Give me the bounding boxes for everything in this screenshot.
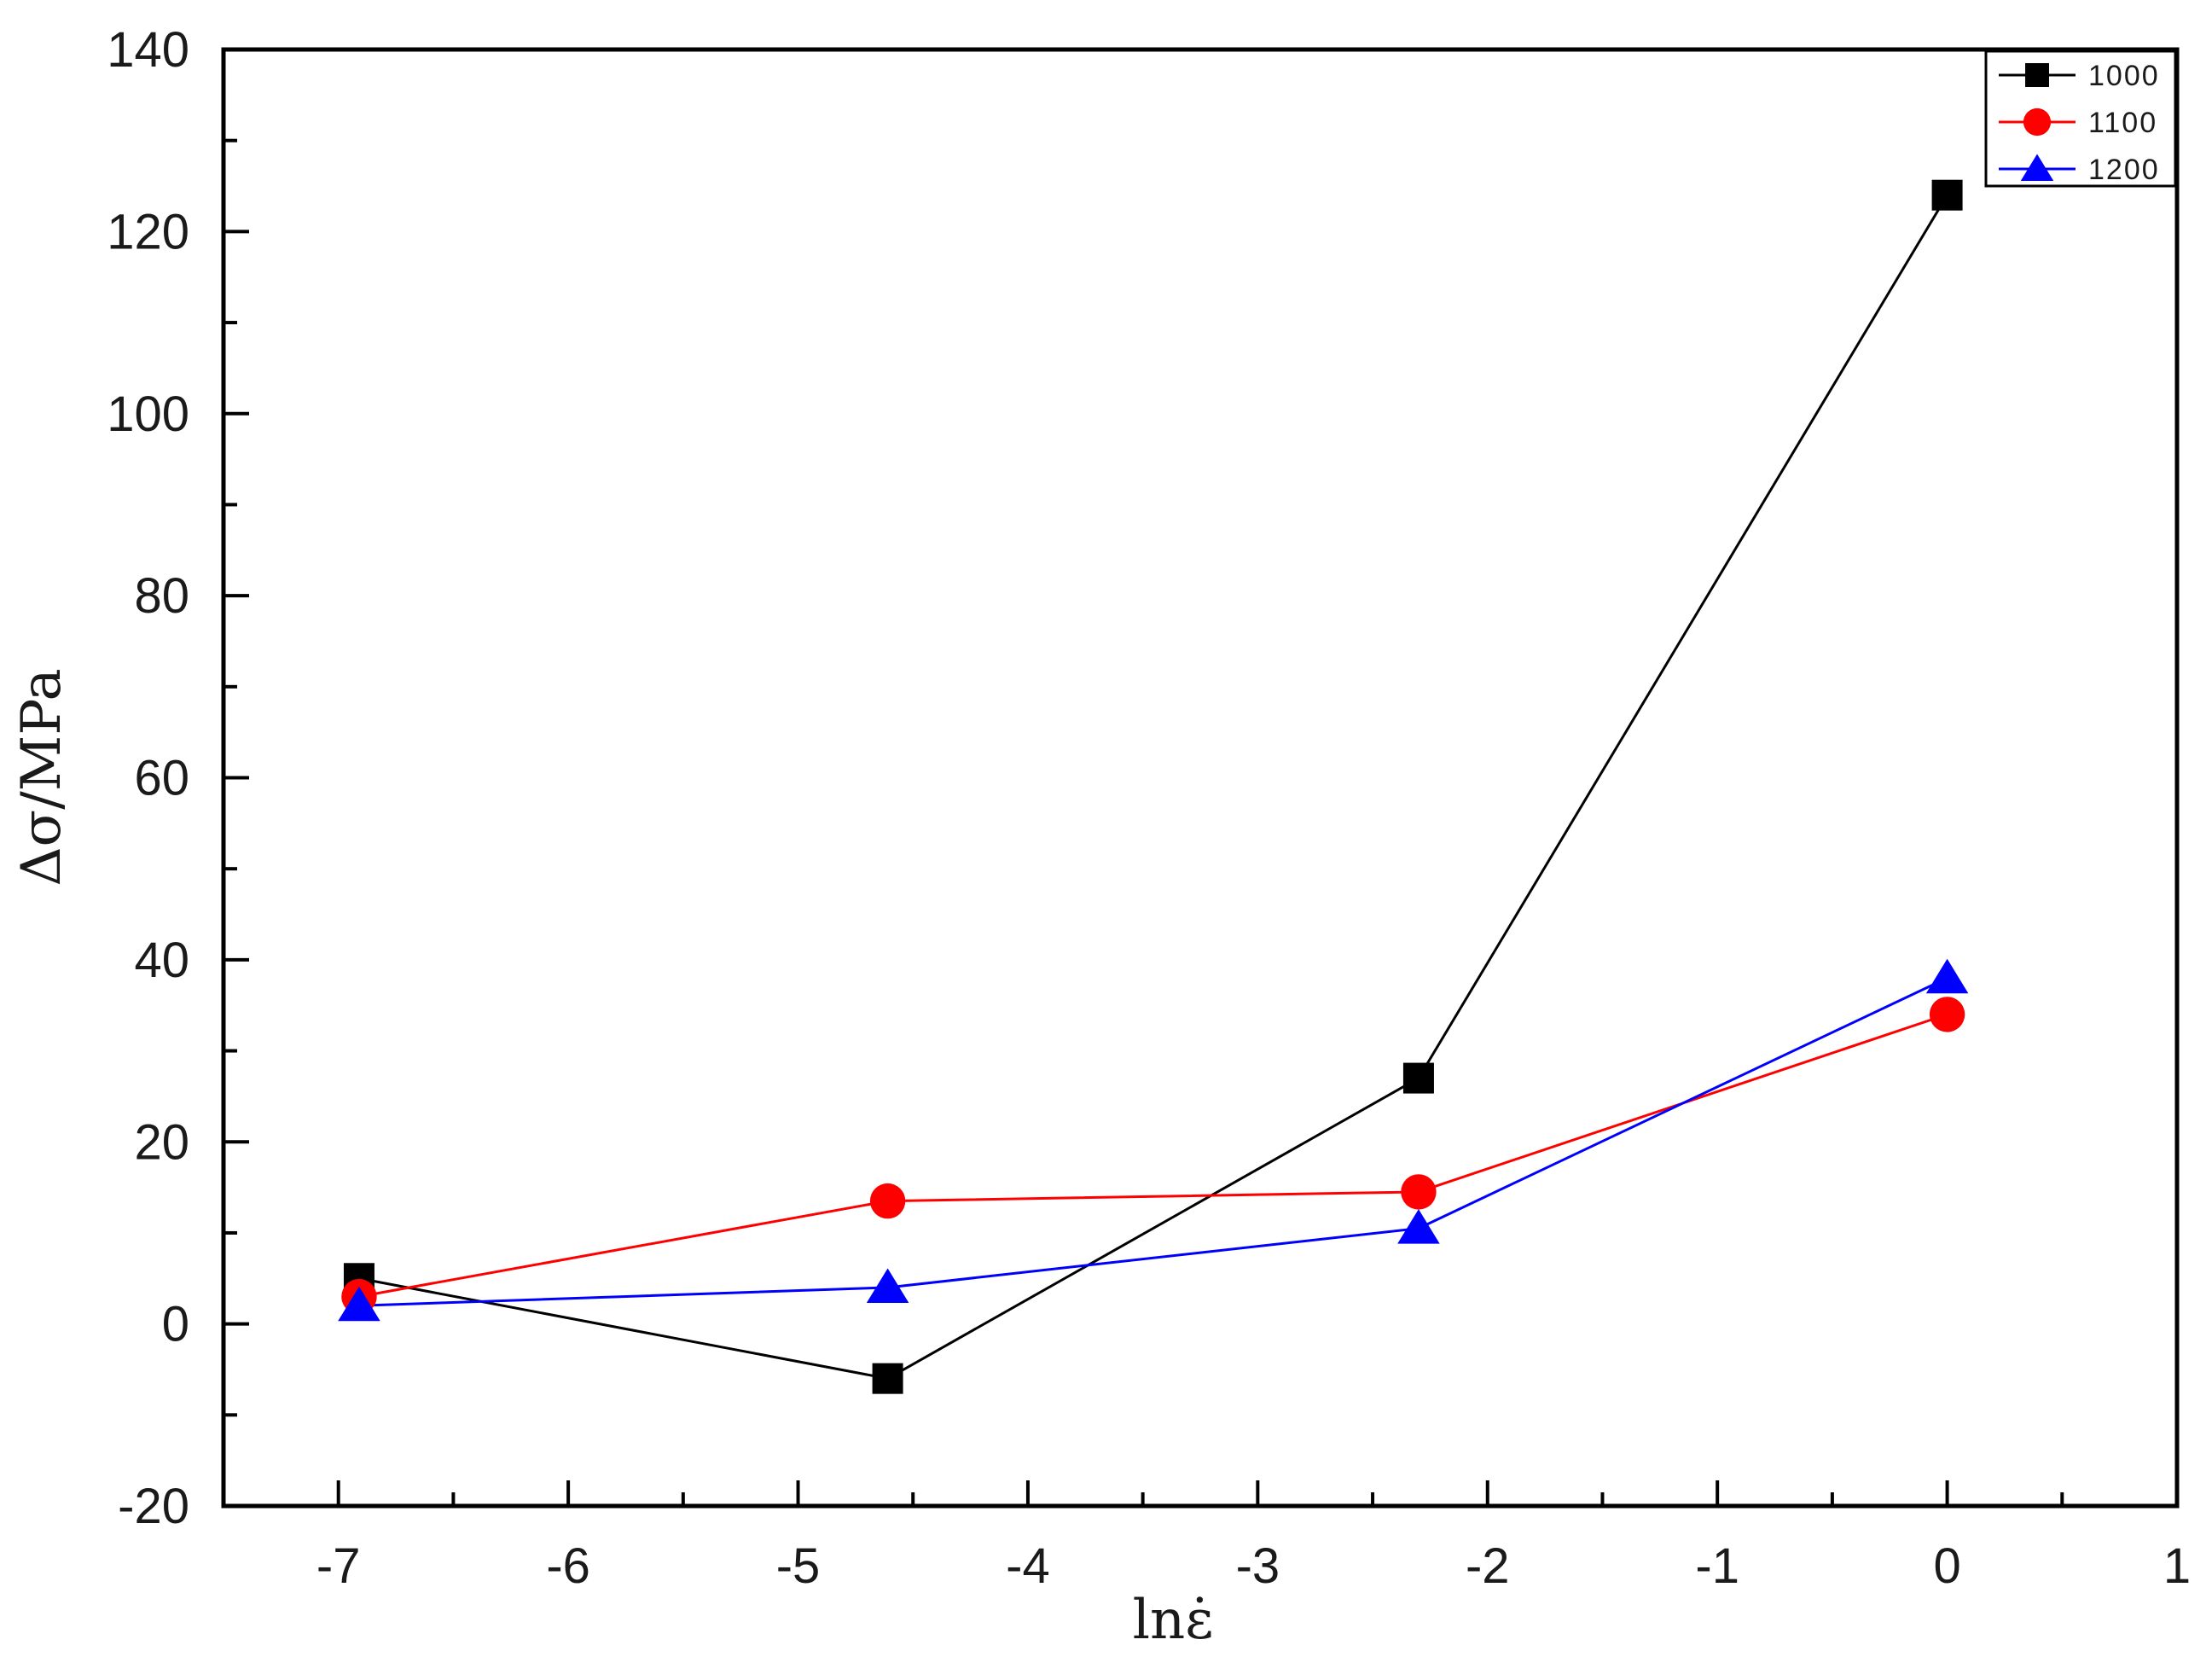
legend-label-1200: 1200 [2088,154,2160,186]
data-point-1200 [338,1286,380,1322]
data-point-1100 [869,1183,906,1219]
y-tick-label: 40 [134,933,189,988]
legend-label-1000: 1000 [2088,60,2160,92]
data-point-1000 [1931,179,1963,211]
x-tick-label: -4 [1006,1538,1050,1594]
x-tick-label: -5 [776,1538,821,1594]
y-tick-label: 0 [162,1297,189,1352]
x-tick-label: -3 [1236,1538,1280,1594]
y-tick-label: 100 [107,387,189,442]
x-tick-label: -7 [316,1538,361,1594]
series-line-1200 [358,976,1948,1307]
series-line-1000 [358,194,1948,1381]
y-tick-label: 20 [134,1114,189,1170]
x-axis-title: lnε̇ [1133,1589,1214,1652]
legend-box [1984,49,2177,188]
x-tick-label: -1 [1695,1538,1739,1594]
data-point-1200 [1397,1209,1440,1244]
x-tick-label: -2 [1466,1538,1510,1594]
legend-label-1100: 1100 [2088,107,2157,139]
data-point-1100 [1929,997,1965,1032]
y-tick-label: -20 [118,1479,189,1534]
axis-ticks: -7 -6 -5 -4 -3 -2 -1 0 1 -20 0 20 40 60 80 100 120 140 [107,22,2191,1594]
plot-frame [221,47,2180,1509]
series-layer [338,179,1969,1394]
x-tick-label: 0 [1933,1538,1960,1594]
data-point-1200 [1925,958,1969,994]
legend-marker-1200 [2020,154,2054,181]
legend: 1000 1100 1200 [1984,49,2177,188]
data-point-1000 [1402,1062,1434,1094]
legend-marker-1000 [2025,63,2049,87]
legend-marker-1100 [2023,108,2052,137]
y-axis-title: Δσ/MPa [10,668,73,886]
y-tick-label: 120 [107,204,189,259]
x-tick-label: -6 [546,1538,590,1594]
x-tick-label: 1 [2163,1538,2191,1594]
y-tick-label: 80 [134,568,189,624]
data-point-1200 [866,1268,909,1303]
data-point-1100 [1401,1174,1437,1210]
data-point-1000 [872,1363,903,1394]
y-tick-label: 60 [134,751,189,806]
y-tick-label: 140 [107,22,189,78]
